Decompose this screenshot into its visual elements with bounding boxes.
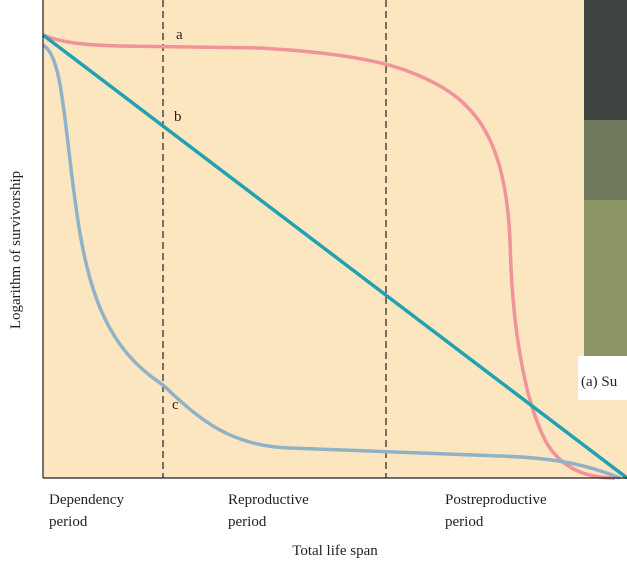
curve-c <box>41 43 621 480</box>
period-label: Postreproductive <box>445 492 547 508</box>
curve-label: a <box>176 27 183 43</box>
photo-caption: (a) Su <box>581 374 618 390</box>
curve-b <box>41 33 627 480</box>
plot-background <box>43 0 627 478</box>
x-axis-label: Total life span <box>292 543 378 559</box>
period-label: period <box>228 514 267 530</box>
period-label: period <box>445 514 484 530</box>
curve-label: b <box>174 109 182 125</box>
photo-grass <box>584 200 627 356</box>
period-label: Reproductive <box>228 492 309 508</box>
curve-a <box>42 33 616 480</box>
curve-label: c <box>172 397 179 413</box>
period-label: Dependency <box>49 492 124 508</box>
caption-box <box>578 356 627 400</box>
photo-shade <box>584 0 627 120</box>
period-label: period <box>49 514 88 530</box>
y-axis-label: Logarithm of survivorship <box>8 171 24 329</box>
